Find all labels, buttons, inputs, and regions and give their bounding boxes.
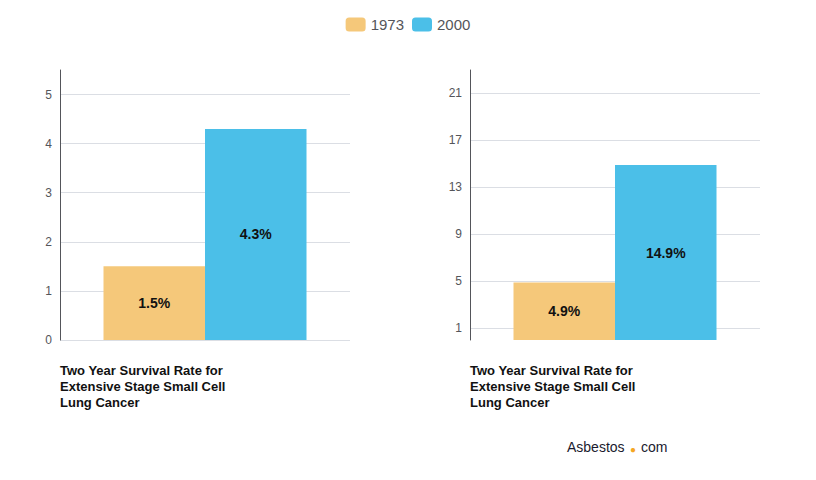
svg-text:Two Year Survival Rate for: Two Year Survival Rate for: [60, 363, 223, 378]
svg-text:2000: 2000: [437, 16, 470, 33]
svg-text:●: ●: [630, 444, 636, 455]
svg-text:1: 1: [455, 321, 462, 335]
svg-text:Asbestos: Asbestos: [567, 439, 625, 455]
svg-text:5: 5: [45, 88, 52, 102]
svg-text:Lung Cancer: Lung Cancer: [60, 395, 139, 410]
svg-text:1: 1: [45, 284, 52, 298]
svg-text:Extensive Stage Small Cell: Extensive Stage Small Cell: [60, 379, 225, 394]
svg-text:4.3%: 4.3%: [240, 226, 272, 242]
svg-text:Two Year Survival Rate for: Two Year Survival Rate for: [470, 363, 633, 378]
svg-text:0: 0: [45, 333, 52, 347]
svg-text:3: 3: [45, 186, 52, 200]
svg-text:9: 9: [455, 227, 462, 241]
svg-text:5: 5: [455, 274, 462, 288]
svg-text:14.9%: 14.9%: [646, 245, 686, 261]
svg-text:1973: 1973: [371, 16, 404, 33]
svg-text:21: 21: [449, 86, 463, 100]
svg-text:4: 4: [45, 137, 52, 151]
svg-text:13: 13: [449, 180, 463, 194]
svg-text:2: 2: [45, 235, 52, 249]
svg-text:com: com: [641, 439, 667, 455]
svg-text:Lung Cancer: Lung Cancer: [470, 395, 549, 410]
svg-text:1.5%: 1.5%: [138, 295, 170, 311]
svg-text:4.9%: 4.9%: [548, 303, 580, 319]
svg-text:Extensive Stage Small Cell: Extensive Stage Small Cell: [470, 379, 635, 394]
svg-text:17: 17: [449, 133, 463, 147]
